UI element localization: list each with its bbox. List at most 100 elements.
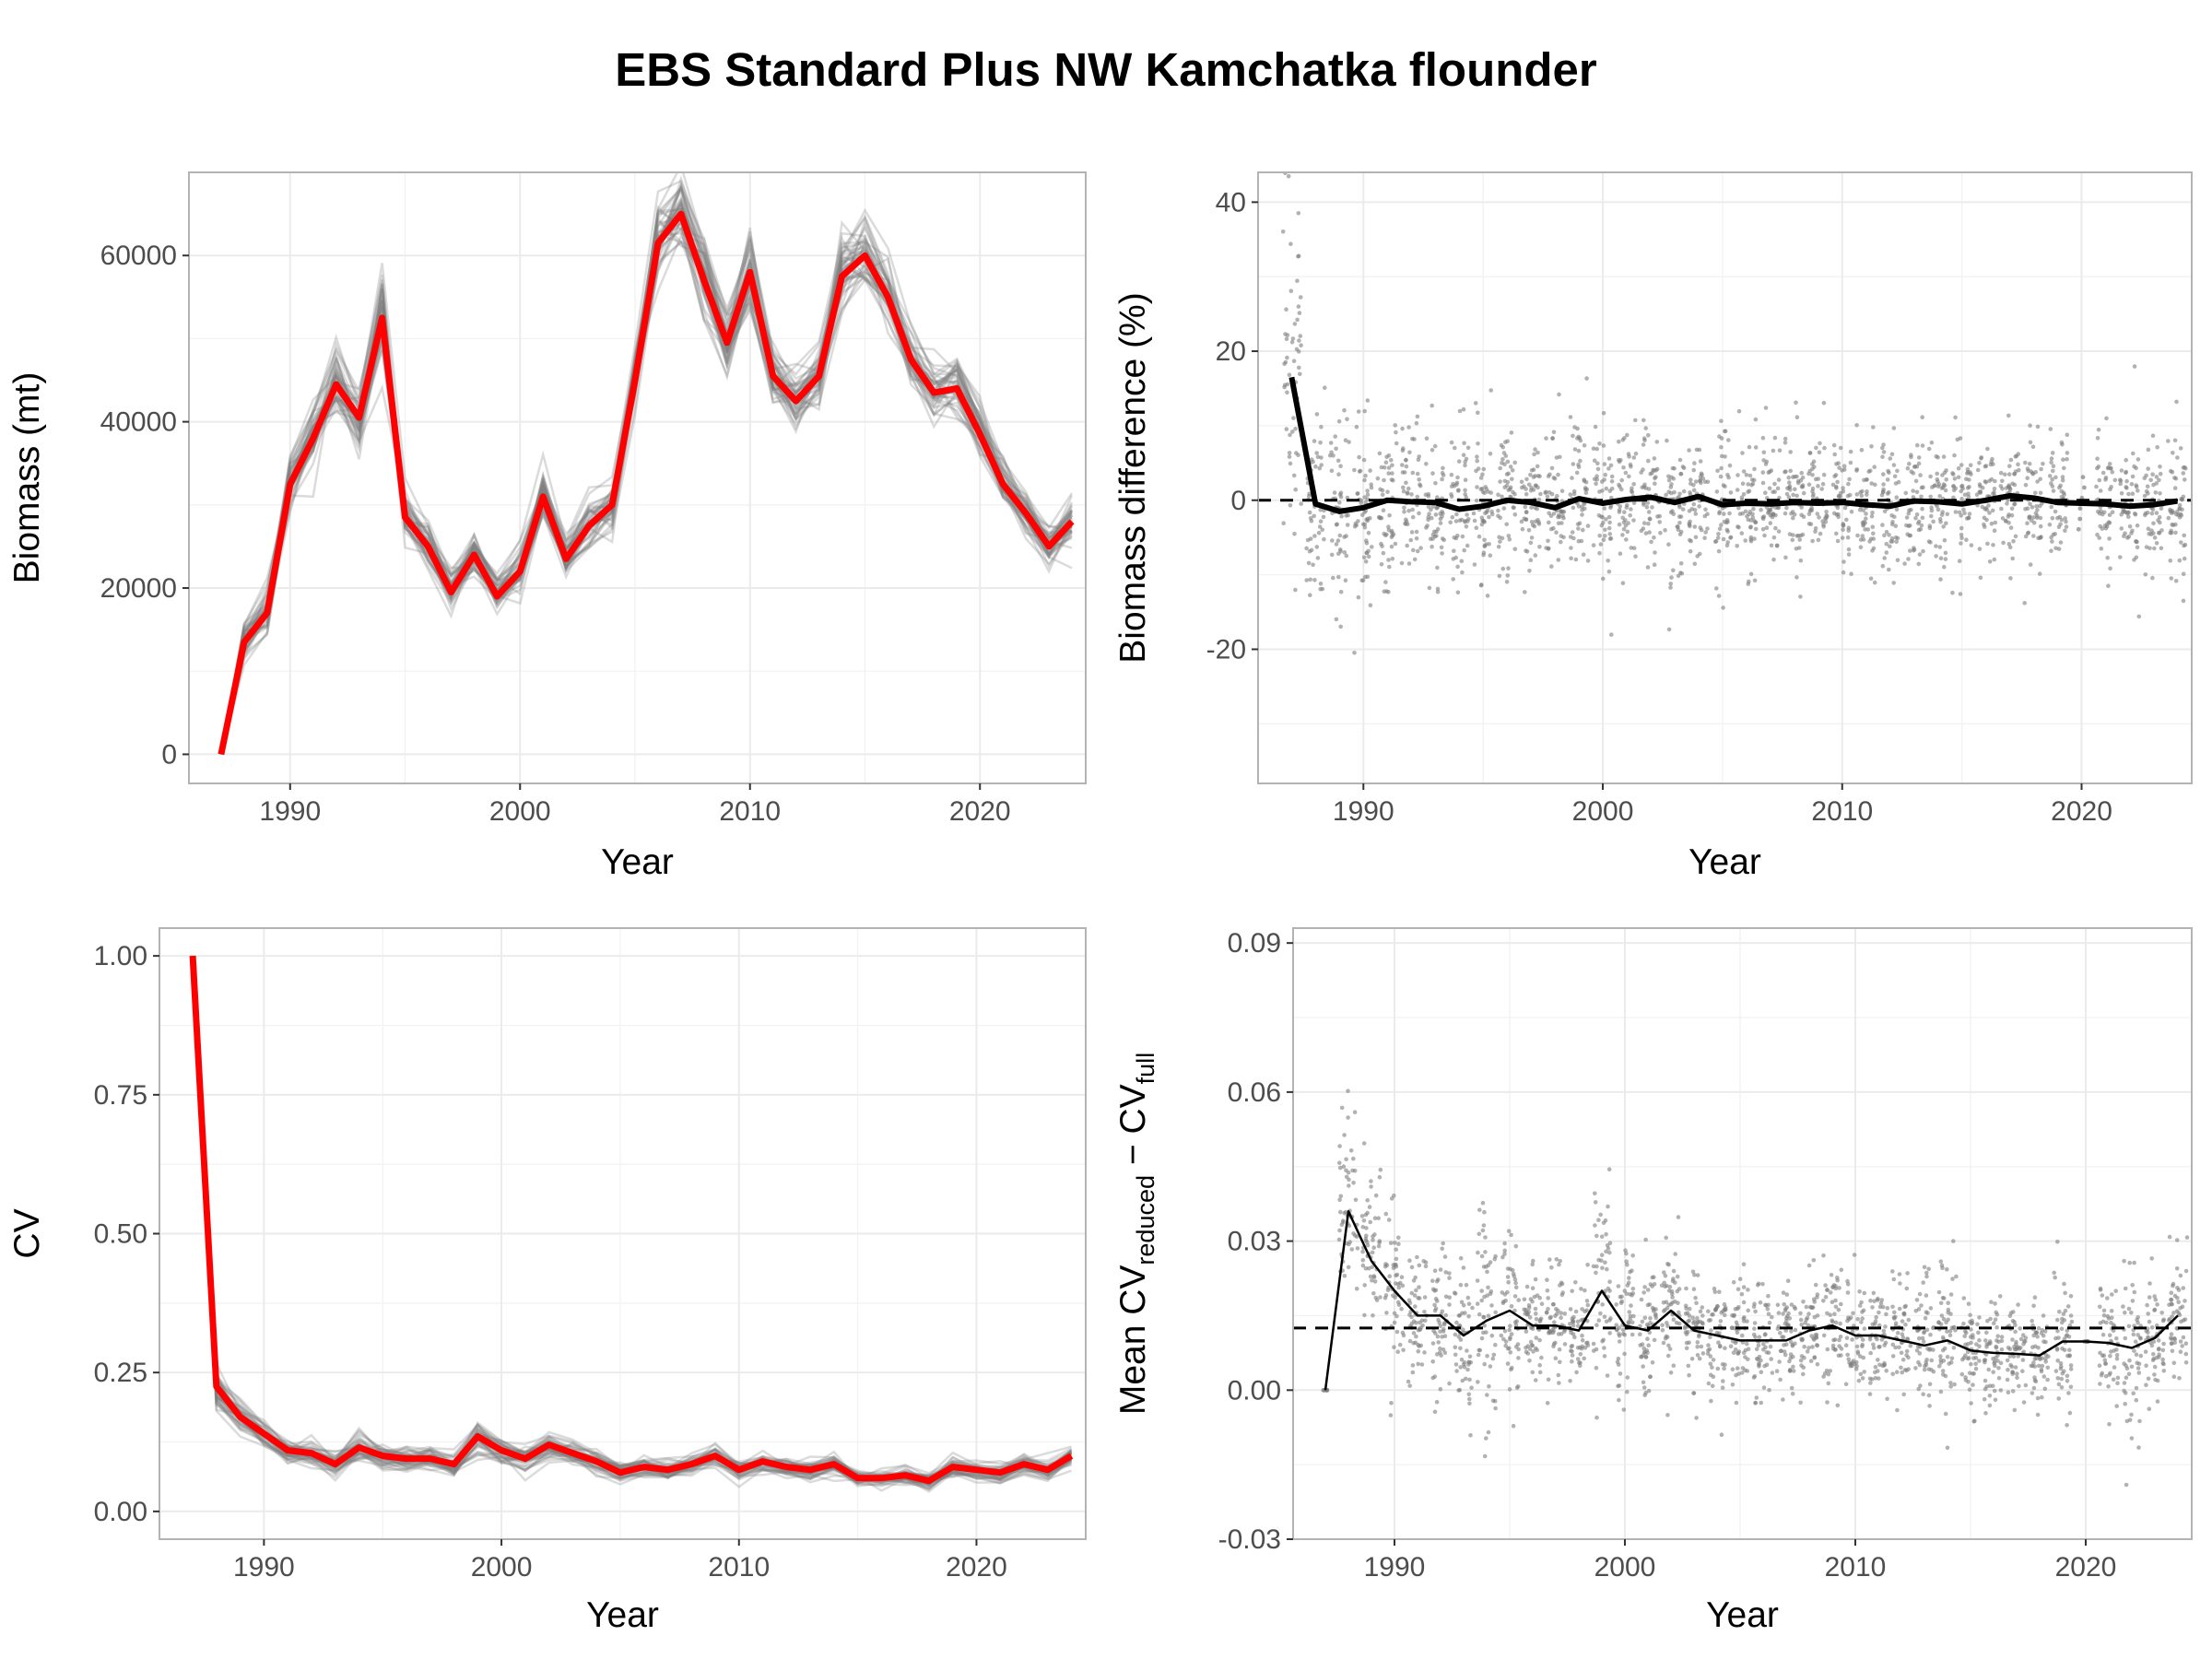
replicate-point (1664, 1300, 1669, 1304)
replicate-point (1389, 544, 1394, 549)
replicate-point (1382, 1265, 1388, 1269)
replicate-point (1783, 1352, 1788, 1358)
replicate-point (1357, 469, 1362, 474)
replicate-point (1394, 1329, 1400, 1335)
replicate-point (1951, 1346, 1957, 1350)
replicate-point (1747, 579, 1751, 584)
replicate-point (1787, 532, 1793, 536)
replicate-point (1691, 1391, 1697, 1395)
y-axis-title-sub1: reduced (1132, 1175, 1159, 1265)
replicate-point (1550, 436, 1555, 441)
replicate-point (1691, 501, 1697, 507)
replicate-point (1692, 461, 1697, 465)
replicate-point (1938, 520, 1943, 524)
replicate-point (2143, 572, 2148, 577)
replicate-point (2058, 540, 2064, 545)
replicate-point (1406, 1298, 1412, 1303)
replicate-point (1783, 436, 1788, 441)
replicate-point (1467, 1354, 1473, 1359)
replicate-point (1292, 531, 1297, 536)
replicate-point (1622, 436, 1627, 441)
replicate-line (191, 956, 1072, 1487)
replicate-point (2062, 1369, 2066, 1374)
replicate-point (1723, 454, 1727, 459)
replicate-point (2062, 1318, 2067, 1323)
replicate-point (1600, 1302, 1605, 1307)
replicate-point (2160, 1357, 2165, 1362)
replicate-point (1813, 526, 1818, 531)
replicate-point (1345, 495, 1350, 500)
replicate-point (2177, 558, 2183, 563)
replicate-point (2151, 1351, 2156, 1357)
replicate-point (1778, 1348, 1783, 1354)
replicate-point (1386, 558, 1391, 562)
replicate-point (1810, 1305, 1816, 1310)
replicate-point (1959, 535, 1964, 541)
replicate-point (2103, 1373, 2109, 1379)
replicate-point (1716, 1340, 1721, 1345)
replicate-point (1813, 1333, 1818, 1337)
replicate-point (2098, 1286, 2103, 1291)
replicate-point (1753, 520, 1758, 524)
replicate-point (1306, 560, 1312, 566)
replicate-point (2159, 506, 2164, 511)
replicate-point (1504, 522, 1509, 527)
replicate-point (1627, 1321, 1631, 1325)
replicate-point (1776, 529, 1782, 534)
replicate-point (1477, 534, 1482, 539)
replicate-point (1911, 488, 1915, 493)
replicate-point (1482, 1361, 1487, 1367)
replicate-line (191, 956, 1073, 1484)
replicate-point (1415, 1254, 1419, 1260)
replicate-point (1992, 1388, 1997, 1394)
replicate-point (2173, 530, 2178, 535)
replicate-line (191, 956, 1073, 1486)
replicate-point (1913, 1309, 1919, 1313)
replicate-point (1594, 1415, 1599, 1420)
replicate-point (1570, 1359, 1574, 1364)
replicate-point (1832, 511, 1837, 516)
replicate-point (1485, 1269, 1489, 1275)
replicate-point (1505, 1346, 1511, 1351)
replicate-point (1832, 1337, 1838, 1342)
replicate-point (1767, 486, 1772, 491)
replicate-point (1336, 1237, 1342, 1242)
replicate-point (1533, 1378, 1538, 1382)
replicate-point (1786, 1311, 1791, 1316)
replicate-point (1569, 556, 1573, 561)
replicate-point (2025, 466, 2030, 471)
replicate-point (2114, 1356, 2120, 1361)
replicate-point (2021, 1400, 2027, 1405)
replicate-point (1928, 1306, 1934, 1311)
replicate-point (1790, 537, 1795, 543)
replicate-point (2034, 1330, 2039, 1335)
replicate-point (1370, 545, 1374, 549)
replicate-point (1429, 507, 1433, 512)
replicate-point (1385, 489, 1390, 494)
replicate-point (1781, 1397, 1785, 1402)
replicate-point (1900, 1370, 1904, 1375)
x-tick-label: 2010 (719, 796, 781, 827)
replicate-point (1556, 558, 1561, 562)
replicate-point (2134, 1385, 2139, 1391)
replicate-point (1625, 529, 1630, 535)
cv-panel: 1990 2000 2010 20200.000.250.500.751.00Year… (7, 927, 1087, 1635)
replicate-point (1665, 1413, 1670, 1418)
x-tick-label: 1990 (1364, 1552, 1426, 1583)
replicate-point (1608, 1316, 1613, 1321)
replicate-point (2008, 457, 2014, 463)
replicate-point (1918, 473, 1923, 477)
replicate-line (191, 956, 1073, 1487)
replicate-point (1463, 459, 1467, 465)
replicate-point (1392, 1320, 1397, 1325)
replicate-point (1969, 1321, 1974, 1326)
replicate-point (2042, 1329, 2048, 1334)
replicate-point (1763, 1302, 1768, 1308)
replicate-point (1509, 1332, 1514, 1336)
replicate-point (2181, 1318, 2186, 1323)
replicate-point (1285, 382, 1290, 387)
replicate-point (1718, 1344, 1723, 1349)
replicate-point (1397, 1342, 1403, 1347)
replicate-point (1936, 1320, 1941, 1324)
replicate-point (1407, 1383, 1412, 1388)
